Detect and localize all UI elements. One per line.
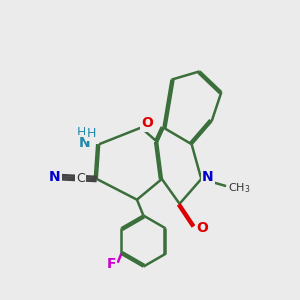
Text: CH$_3$: CH$_3$ xyxy=(228,181,251,195)
Text: C: C xyxy=(76,172,85,185)
Text: N: N xyxy=(79,136,91,151)
Text: H: H xyxy=(86,127,96,140)
Text: N: N xyxy=(49,170,61,184)
Text: O: O xyxy=(141,116,153,130)
Text: F: F xyxy=(106,257,116,272)
Text: O: O xyxy=(196,221,208,235)
Text: H: H xyxy=(77,126,86,140)
Text: N: N xyxy=(202,170,214,184)
